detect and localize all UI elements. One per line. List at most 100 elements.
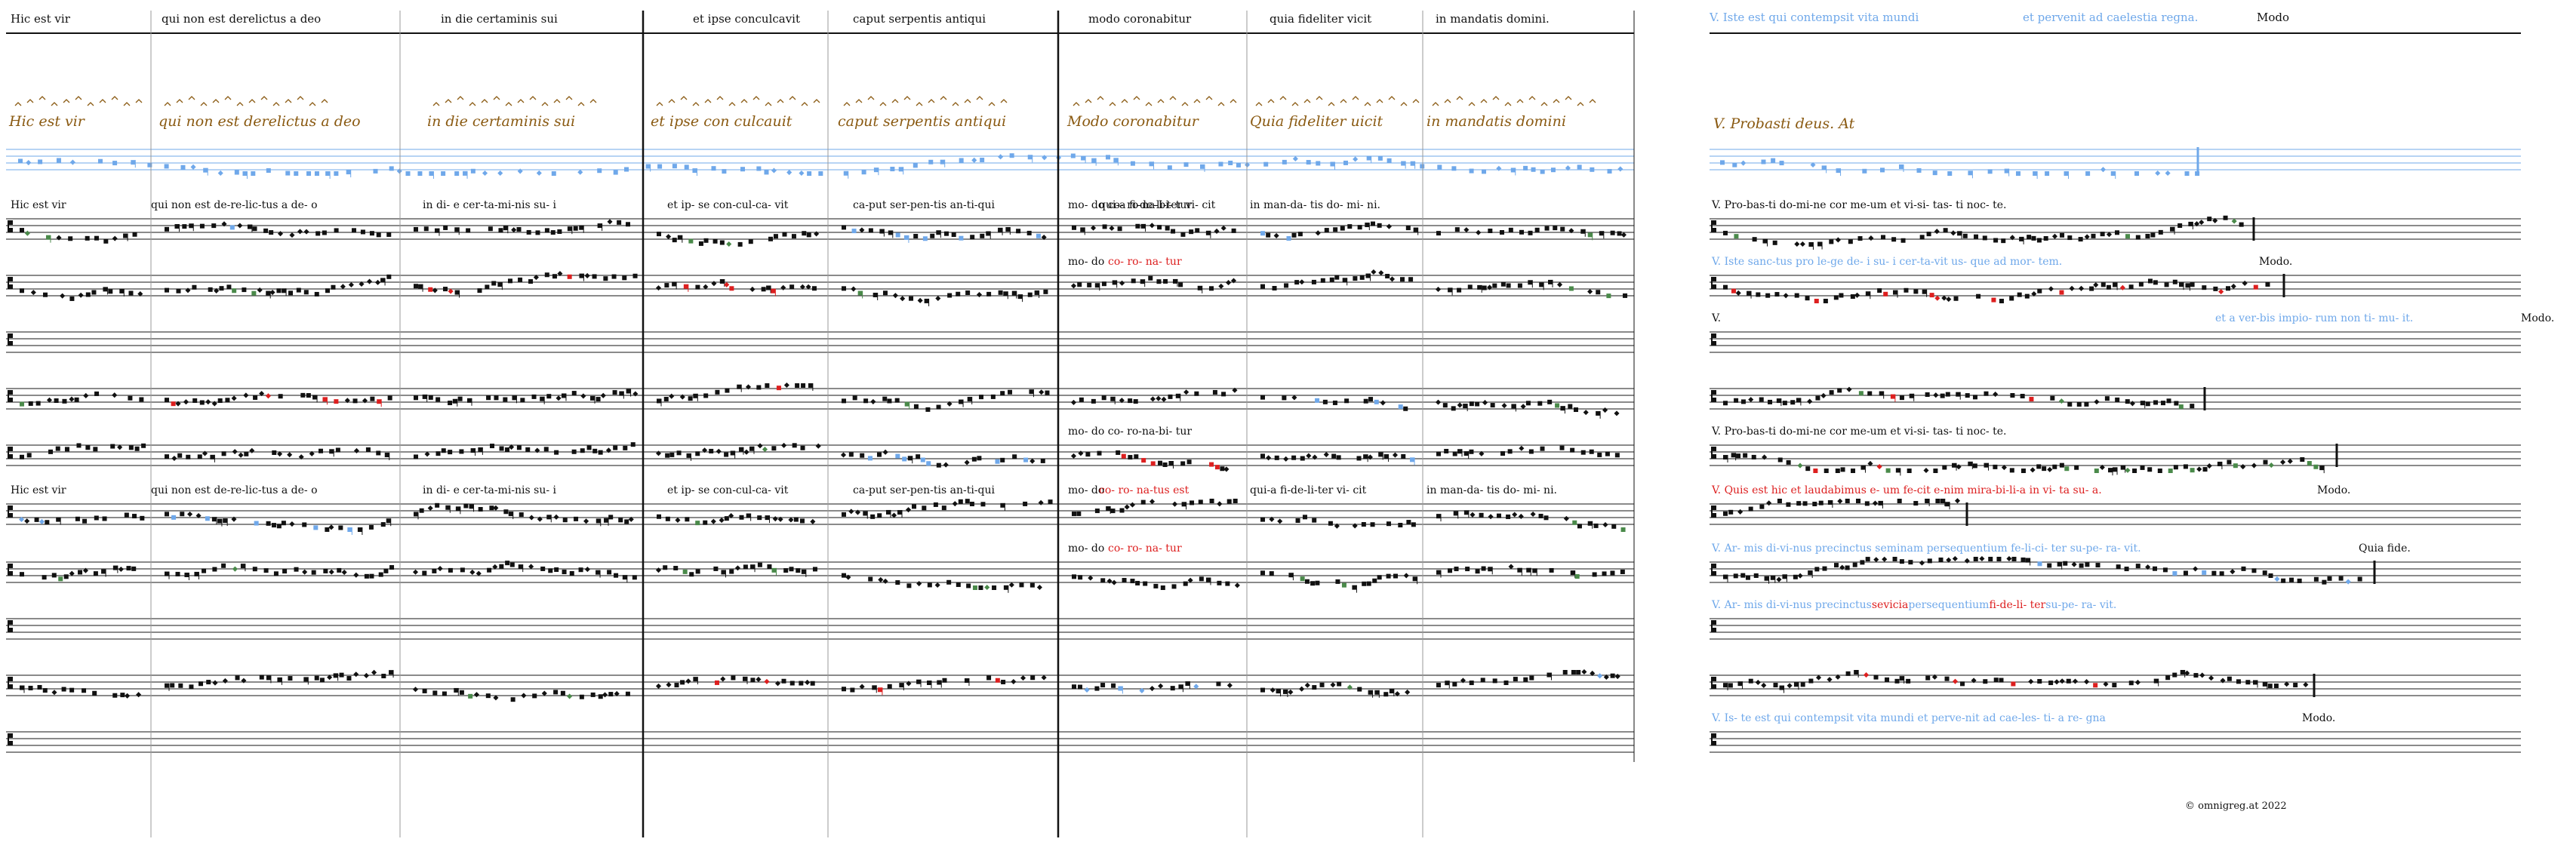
square-note	[1070, 153, 1076, 158]
square-note	[405, 171, 411, 176]
square-note	[941, 505, 946, 511]
square-note	[1528, 449, 1534, 454]
square-note	[2029, 397, 2034, 402]
square-note	[1993, 238, 1999, 243]
square-note	[1457, 287, 1462, 293]
square-note	[1366, 581, 1371, 586]
square-note	[1412, 576, 1417, 582]
rhombus-note	[30, 290, 36, 296]
square-note	[2128, 284, 2134, 290]
square-note	[1100, 683, 1106, 688]
rhombus-note	[2165, 170, 2171, 177]
square-note	[1623, 293, 1628, 298]
square-note	[1881, 235, 1886, 240]
square-note	[721, 570, 726, 575]
adiastematic-neume	[740, 99, 748, 103]
c-clef-glyph	[8, 220, 13, 232]
square-note	[171, 401, 176, 407]
adiastematic-neume	[1181, 102, 1189, 106]
square-note	[674, 683, 679, 688]
square-note	[383, 568, 389, 573]
neume-run	[657, 513, 816, 526]
square-note	[1537, 401, 1543, 406]
rhombus-note	[1872, 500, 1879, 506]
square-note	[1383, 692, 1389, 697]
square-note	[1001, 679, 1006, 684]
square-note	[612, 390, 617, 395]
square-note	[499, 564, 504, 569]
square-note	[1728, 683, 1733, 688]
rhombus-note	[1226, 280, 1232, 286]
square-note	[1927, 558, 1932, 564]
neume-run	[1723, 670, 2309, 693]
adiastematic-neume	[481, 99, 488, 103]
rhombus-note	[607, 219, 613, 225]
square-note	[986, 675, 992, 681]
square-note	[1260, 231, 1265, 236]
square-note	[1511, 404, 1516, 409]
rhombus-note	[772, 516, 778, 522]
square-note	[1340, 226, 1345, 231]
square-note	[93, 571, 98, 576]
square-note	[85, 292, 91, 297]
square-note	[1156, 279, 1162, 284]
square-note	[1891, 237, 1897, 242]
rhombus-note	[934, 582, 940, 588]
square-note	[1893, 290, 1898, 295]
rhombus-note	[1748, 397, 1754, 403]
left-row-lc	[6, 331, 1634, 353]
square-note	[2106, 284, 2111, 290]
adiastematic-neume	[1540, 102, 1548, 106]
rhombus-note	[1854, 292, 1860, 298]
square-note	[680, 680, 685, 685]
square-note	[2165, 675, 2171, 681]
square-note	[868, 576, 873, 582]
square-note	[174, 224, 180, 229]
square-note	[1180, 461, 1186, 466]
adiastematic-neume	[99, 99, 106, 103]
rhombus-note	[211, 401, 217, 407]
square-note	[477, 288, 482, 293]
square-note	[1442, 403, 1448, 408]
neume-run	[414, 502, 634, 527]
lyric-text: co- ro- na- tur	[1108, 542, 1182, 555]
square-note	[1817, 241, 1823, 247]
square-note	[1311, 279, 1316, 284]
lyric-text: et ip- se con-cul-ca- vit	[667, 484, 789, 496]
square-note	[2213, 286, 2218, 291]
square-note	[756, 385, 762, 390]
square-note	[2067, 401, 2073, 407]
square-note	[2267, 684, 2273, 689]
rhombus-note	[2093, 282, 2099, 288]
c-clef-glyph	[8, 733, 13, 745]
square-note	[783, 568, 789, 573]
square-note	[796, 568, 801, 573]
rhombus-note	[1740, 160, 1747, 166]
lyric-text: Modo.	[2521, 312, 2554, 324]
square-note	[1587, 521, 1593, 526]
square-note	[1779, 685, 1784, 690]
c-clef	[1711, 733, 1716, 745]
square-note	[37, 684, 42, 690]
square-note	[1029, 582, 1035, 588]
adiastematic-neume	[964, 99, 971, 103]
square-note	[2289, 577, 2294, 582]
square-note	[2064, 171, 2069, 176]
square-note	[2052, 464, 2057, 469]
square-note	[373, 168, 378, 174]
adiastematic-neume	[1316, 96, 1323, 100]
c-clef	[1711, 564, 1716, 576]
c-clef	[1711, 620, 1716, 632]
square-note	[457, 396, 463, 401]
square-note	[1260, 453, 1265, 459]
rhombus-note	[1038, 499, 1044, 505]
rhombus-note	[511, 227, 517, 233]
rhombus-note	[534, 447, 540, 453]
square-note	[454, 687, 459, 693]
square-note	[2093, 683, 2098, 688]
square-note	[2020, 469, 2026, 473]
square-note	[20, 288, 24, 293]
rhombus-note	[703, 284, 709, 290]
square-note	[1437, 164, 1442, 170]
square-note	[1932, 171, 1937, 176]
